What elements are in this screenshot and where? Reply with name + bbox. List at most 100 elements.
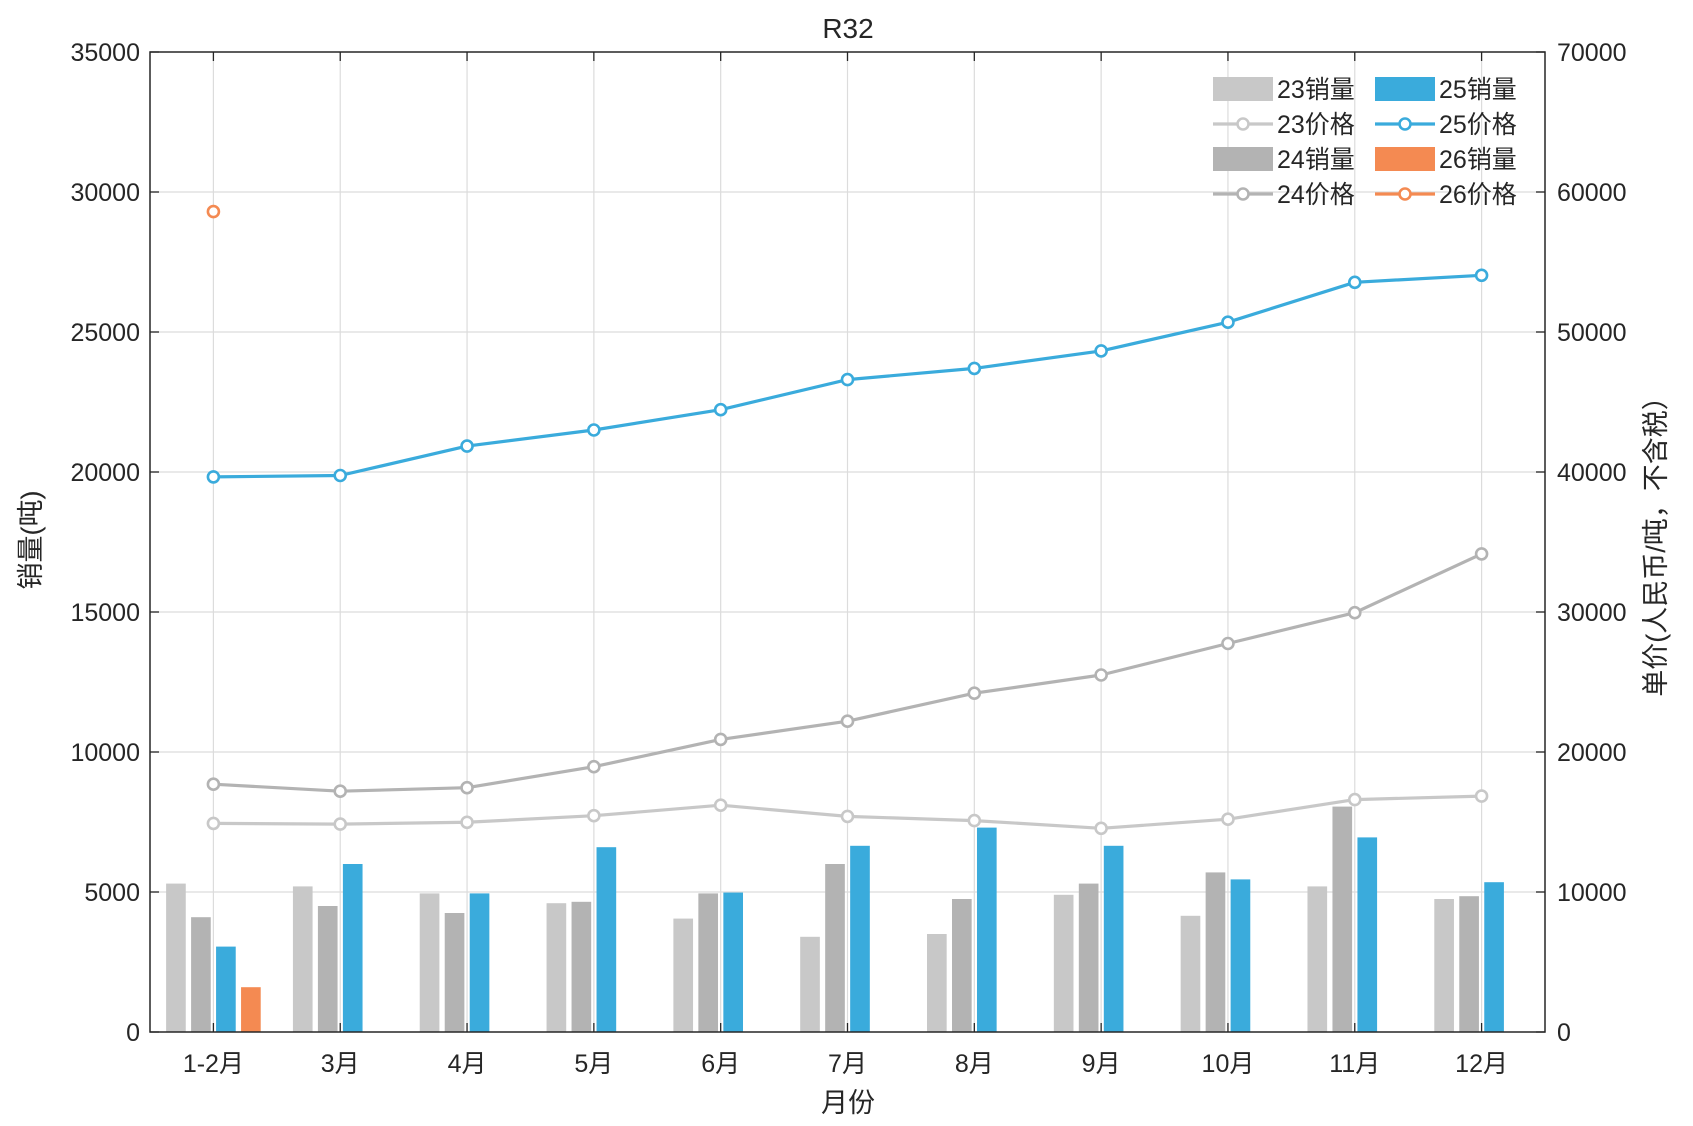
- x-tick-label: 8月: [955, 1050, 994, 1078]
- bar-23销量-8月: [927, 934, 947, 1032]
- point-24价格-11月: [1347, 605, 1362, 620]
- point-23价格-12月: [1474, 789, 1489, 803]
- point-23价格-10月: [1221, 812, 1235, 827]
- legend: 23销量 25销量 23价格 25价格 24销量 26销量 24价格 26价格: [1213, 76, 1517, 209]
- y-right-tick-label: 0: [1557, 1019, 1571, 1047]
- y-left-tick-label: 35000: [70, 39, 140, 67]
- point-24价格-7月: [840, 714, 855, 729]
- chart-title: R32: [822, 13, 873, 44]
- point-23价格-3月: [333, 817, 348, 831]
- bar-23销量-9月: [1053, 894, 1074, 1032]
- point-23价格-9月: [1094, 821, 1108, 836]
- point-23价格-1-2月: [206, 816, 221, 831]
- point-23价格-6月: [713, 798, 728, 813]
- legend-label: 25价格: [1439, 111, 1517, 139]
- x-tick-label: 6月: [701, 1050, 740, 1078]
- y-left-tick-label: 5000: [84, 879, 140, 907]
- legend-label: 25销量: [1439, 76, 1517, 104]
- bar-25销量-11月: [1357, 837, 1378, 1032]
- point-25价格-8月: [967, 361, 982, 376]
- point-25价格-11月: [1347, 275, 1362, 290]
- y-right-tick-label: 20000: [1557, 739, 1627, 767]
- point-23价格-5月: [587, 808, 601, 823]
- point-25价格-10月: [1221, 315, 1235, 330]
- point-24价格-1-2月: [206, 777, 221, 792]
- x-tick-label: 7月: [828, 1050, 867, 1078]
- bar-24销量-11月: [1332, 806, 1353, 1032]
- bar-24销量-5月: [571, 901, 592, 1032]
- point-23价格-8月: [967, 813, 982, 828]
- bar-25销量-8月: [976, 827, 997, 1032]
- axis-ticks: 1-2月 3月 4月 5月 6月 7月 8月 9月 10月 11月 12月 0 0 5000 10000 10…: [70, 39, 1626, 1078]
- legend-swatch-bar: [1213, 77, 1273, 101]
- x-axis-title: 月份: [821, 1088, 875, 1118]
- x-tick-label: 9月: [1082, 1050, 1121, 1078]
- y-right-tick-label: 30000: [1557, 599, 1627, 627]
- y-left-tick-label: 20000: [70, 459, 140, 487]
- point-26价格-1-2月: [206, 204, 221, 219]
- point-24价格-4月: [460, 780, 474, 795]
- point-24价格-8月: [967, 686, 982, 701]
- line-series: [206, 204, 1489, 836]
- y-left-tick-label: 15000: [70, 599, 140, 627]
- grid-lines: [150, 52, 1545, 1032]
- point-24价格-12月: [1474, 547, 1489, 561]
- bar-25销量-6月: [723, 892, 744, 1032]
- legend-swatch-bar: [1375, 147, 1435, 171]
- y-left-tick-label: 30000: [70, 179, 140, 207]
- y-left-tick-label: 25000: [70, 319, 140, 347]
- bar-24销量-8月: [951, 899, 972, 1032]
- legend-label: 26价格: [1439, 181, 1517, 209]
- legend-swatch-marker: [1398, 187, 1412, 201]
- point-24价格-9月: [1094, 668, 1108, 682]
- x-tick-label: 10月: [1202, 1050, 1255, 1078]
- bar-23销量-7月: [800, 936, 820, 1032]
- bar-23销量-6月: [673, 918, 694, 1032]
- point-24价格-10月: [1221, 636, 1235, 651]
- legend-swatch-bar: [1213, 147, 1273, 171]
- bar-24销量-1-2月: [191, 917, 211, 1032]
- legend-label: 24销量: [1277, 146, 1355, 174]
- bar-25销量-1-2月: [216, 946, 236, 1032]
- legend-label: 23销量: [1277, 76, 1355, 104]
- point-25价格-9月: [1094, 344, 1108, 358]
- y-right-tick-label: 60000: [1557, 179, 1627, 207]
- y-right-tick-label: 50000: [1557, 319, 1627, 347]
- bar-24销量-9月: [1078, 883, 1099, 1032]
- bar-25销量-3月: [342, 864, 363, 1032]
- x-tick-label: 4月: [448, 1050, 487, 1078]
- y-left-tick-label: 10000: [70, 739, 140, 767]
- bar-23销量-5月: [546, 903, 567, 1032]
- bar-25销量-5月: [596, 847, 617, 1032]
- y-right-tick-label: 40000: [1557, 459, 1627, 487]
- x-tick-label: 5月: [574, 1050, 613, 1078]
- point-25价格-3月: [333, 468, 348, 483]
- bar-23销量-10月: [1180, 915, 1201, 1032]
- point-23价格-7月: [840, 809, 855, 824]
- legend-label: 26销量: [1439, 146, 1517, 174]
- bar-23销量-1-2月: [166, 883, 186, 1032]
- bar-25销量-10月: [1230, 879, 1251, 1032]
- bar-24销量-4月: [444, 913, 465, 1032]
- bar-23销量-11月: [1307, 886, 1328, 1032]
- y-right-tick-label: 10000: [1557, 879, 1627, 907]
- x-tick-label: 12月: [1455, 1050, 1508, 1078]
- bar-25销量-9月: [1103, 845, 1124, 1032]
- legend-swatch-bar: [1375, 77, 1435, 101]
- legend-swatch-marker: [1398, 117, 1412, 131]
- bar-25销量-4月: [469, 893, 490, 1032]
- bar-23销量-12月: [1434, 899, 1454, 1032]
- x-tick-label: 3月: [321, 1050, 360, 1078]
- bar-24销量-10月: [1205, 872, 1226, 1032]
- bar-23销量-4月: [419, 893, 440, 1032]
- y-axis-left-title: 销量(吨): [16, 491, 46, 590]
- legend-label: 24价格: [1277, 181, 1355, 209]
- point-23价格-4月: [460, 815, 474, 830]
- point-23价格-11月: [1347, 792, 1362, 807]
- point-25价格-5月: [587, 423, 601, 437]
- point-24价格-6月: [713, 732, 728, 747]
- point-25价格-1-2月: [206, 470, 221, 484]
- x-tick-label: 11月: [1329, 1050, 1380, 1078]
